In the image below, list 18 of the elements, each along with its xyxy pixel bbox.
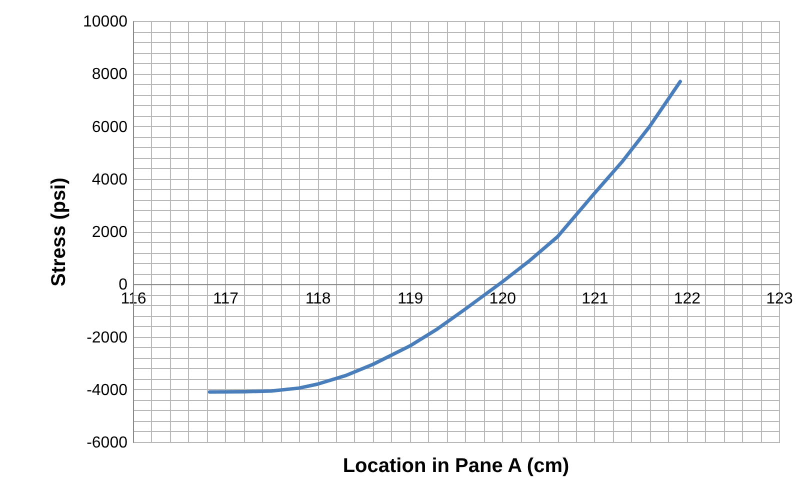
y-axis-title: Stress (psi)	[48, 178, 70, 286]
y-tick-label: 8000	[92, 66, 128, 84]
x-tick-label: 121	[582, 290, 608, 308]
y-tick-label: 2000	[92, 224, 128, 241]
y-tick-label: 6000	[92, 118, 128, 136]
x-tick-label: 117	[213, 290, 239, 308]
y-tick-label: 10000	[83, 14, 128, 30]
x-tick-label: 120	[489, 290, 516, 308]
x-tick-label: 123	[766, 290, 793, 308]
y-tick-label: -6000	[86, 434, 128, 452]
x-tick-label: 119	[398, 290, 424, 308]
y-tick-label: 0	[118, 276, 128, 294]
x-axis-title: Location in Pane A (cm)	[342, 455, 570, 477]
x-tick-label: 122	[674, 290, 701, 308]
y-tick-label: 4000	[92, 171, 128, 188]
x-tick-label: 118	[305, 290, 331, 308]
y-tick-label: -4000	[86, 382, 128, 399]
y-tick-label: -2000	[86, 329, 128, 346]
